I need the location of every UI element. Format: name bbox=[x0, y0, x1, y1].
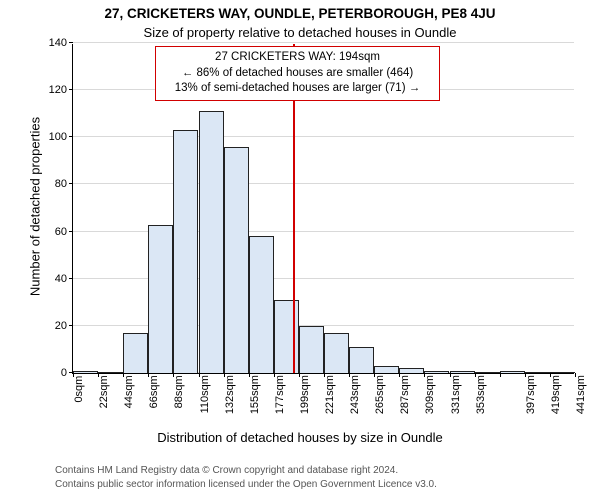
ytick-label: 40 bbox=[55, 273, 67, 285]
xtick-label: 66sqm bbox=[148, 360, 160, 393]
ytick-label: 20 bbox=[55, 320, 67, 332]
ytick-label: 140 bbox=[49, 37, 67, 49]
xtick-label: 331sqm bbox=[450, 357, 462, 396]
histogram-chart: 27, CRICKETERS WAY, OUNDLE, PETERBOROUGH… bbox=[0, 0, 600, 500]
xtick-label: 88sqm bbox=[173, 360, 185, 393]
chart-title-sub: Size of property relative to detached ho… bbox=[0, 25, 600, 40]
histogram-bar bbox=[173, 130, 198, 373]
ytick-mark bbox=[69, 136, 73, 137]
xtick-label: 397sqm bbox=[525, 357, 537, 396]
ytick-mark bbox=[69, 325, 73, 326]
ytick-label: 80 bbox=[55, 178, 67, 190]
annotation-line: 27 CRICKETERS WAY: 194sqm bbox=[164, 50, 431, 66]
xtick-label: 353sqm bbox=[475, 357, 487, 396]
annotation-line: 13% of semi-detached houses are larger (… bbox=[164, 81, 431, 97]
x-axis-label: Distribution of detached houses by size … bbox=[0, 430, 600, 445]
ytick-mark bbox=[69, 231, 73, 232]
histogram-bar bbox=[224, 147, 249, 373]
gridline bbox=[73, 42, 574, 43]
histogram-bar bbox=[249, 236, 274, 373]
xtick-label: 22sqm bbox=[98, 360, 110, 393]
ytick-mark bbox=[69, 42, 73, 43]
ytick-label: 100 bbox=[49, 131, 67, 143]
ytick-mark bbox=[69, 183, 73, 184]
chart-title-main: 27, CRICKETERS WAY, OUNDLE, PETERBOROUGH… bbox=[0, 6, 600, 21]
xtick-label: 0sqm bbox=[73, 364, 85, 391]
xtick-label: 132sqm bbox=[224, 357, 236, 396]
histogram-bar bbox=[148, 225, 173, 374]
xtick-label: 44sqm bbox=[123, 360, 135, 393]
gridline bbox=[73, 136, 574, 137]
histogram-bar bbox=[199, 111, 224, 373]
xtick-label: 221sqm bbox=[324, 357, 336, 396]
xtick-label: 441sqm bbox=[575, 357, 587, 396]
footer-line-1: Contains HM Land Registry data © Crown c… bbox=[55, 465, 398, 476]
xtick-mark bbox=[500, 373, 501, 377]
ytick-mark bbox=[69, 278, 73, 279]
ytick-label: 120 bbox=[49, 84, 67, 96]
annotation-line: ← 86% of detached houses are smaller (46… bbox=[164, 66, 431, 82]
xtick-label: 177sqm bbox=[274, 357, 286, 396]
xtick-label: 110sqm bbox=[199, 358, 211, 396]
xtick-label: 287sqm bbox=[399, 357, 411, 396]
footer-line-2: Contains public sector information licen… bbox=[55, 479, 437, 490]
histogram-bar bbox=[500, 371, 525, 373]
xtick-label: 199sqm bbox=[299, 357, 311, 396]
xtick-label: 419sqm bbox=[550, 357, 562, 396]
xtick-label: 309sqm bbox=[424, 357, 436, 396]
annotation-box: 27 CRICKETERS WAY: 194sqm ← 86% of detac… bbox=[155, 46, 440, 101]
ytick-label: 60 bbox=[55, 226, 67, 238]
ytick-mark bbox=[69, 89, 73, 90]
gridline bbox=[73, 183, 574, 184]
y-axis-label: Number of detached properties bbox=[28, 97, 43, 317]
ytick-label: 0 bbox=[61, 367, 67, 379]
xtick-label: 155sqm bbox=[249, 357, 261, 396]
xtick-label: 265sqm bbox=[374, 357, 386, 396]
xtick-label: 243sqm bbox=[349, 357, 361, 396]
